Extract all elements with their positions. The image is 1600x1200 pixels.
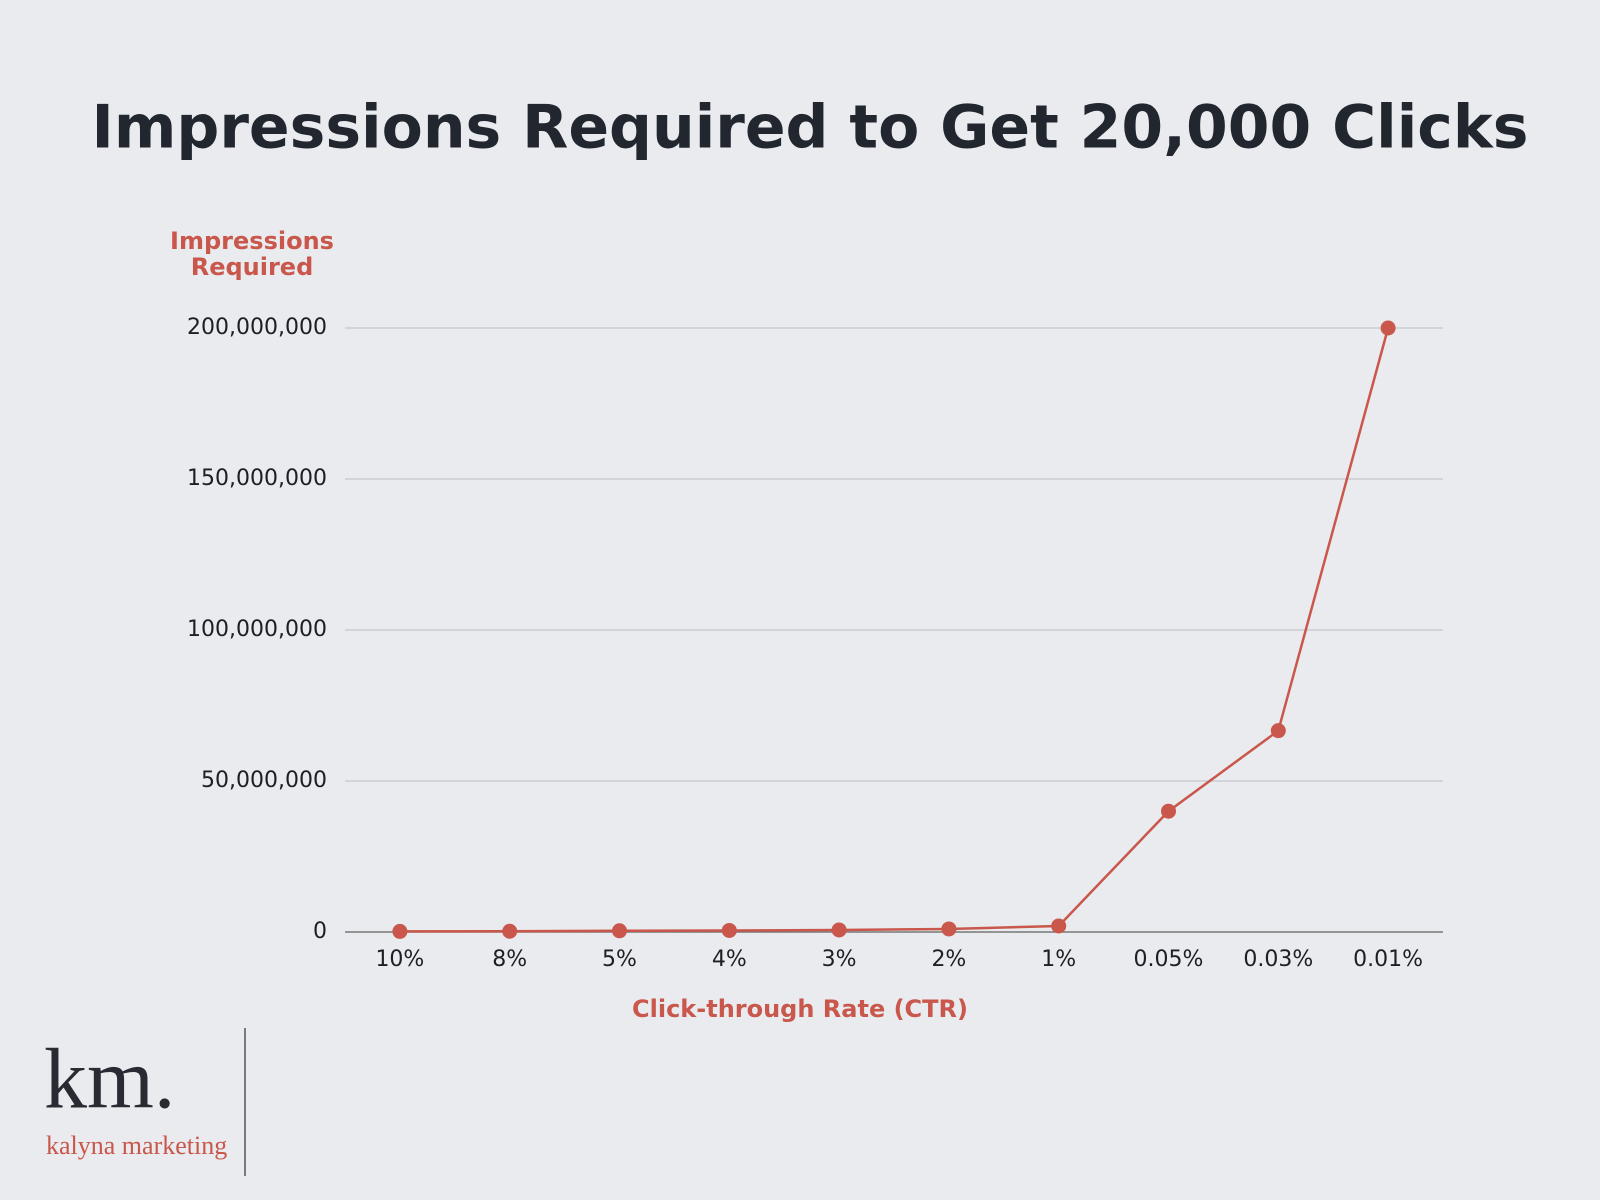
x-tick-label: 10% xyxy=(375,947,424,972)
x-tick-label: 1% xyxy=(1041,947,1076,972)
x-tick-label: 8% xyxy=(492,947,527,972)
point xyxy=(1161,803,1176,819)
chart-title: Impressions Required to Get 20,000 Click… xyxy=(92,93,1529,163)
x-tick-label: 0.05% xyxy=(1134,947,1204,972)
y-tick-label: 0 xyxy=(313,919,327,944)
point xyxy=(612,923,627,939)
point xyxy=(831,922,847,938)
point xyxy=(1380,320,1396,336)
y-tick-label: 50,000,000 xyxy=(201,768,327,793)
x-tick-label: 2% xyxy=(931,947,966,972)
y-tick-label: 100,000,000 xyxy=(187,617,327,642)
y-tick-label: 150,000,000 xyxy=(187,466,327,491)
point xyxy=(721,922,737,938)
line xyxy=(399,327,1390,933)
point xyxy=(1051,918,1067,934)
y-axis-title: Impressions Required xyxy=(170,227,334,281)
x-tick-label: 0.01% xyxy=(1353,947,1423,972)
point xyxy=(392,923,408,939)
point xyxy=(941,921,957,937)
logo-mark: km. xyxy=(44,1031,175,1127)
x-tick-label: 4% xyxy=(712,947,747,972)
logo-name: kalyna marketing xyxy=(46,1131,227,1160)
x-tick-label: 0.03% xyxy=(1243,947,1313,972)
x-tick-label: 5% xyxy=(602,947,637,972)
x-tick-label: 3% xyxy=(822,947,857,972)
x-axis-title: Click-through Rate (CTR) xyxy=(632,995,968,1023)
y-tick-label: 200,000,000 xyxy=(187,315,327,340)
point xyxy=(1270,723,1286,739)
point xyxy=(502,923,518,939)
